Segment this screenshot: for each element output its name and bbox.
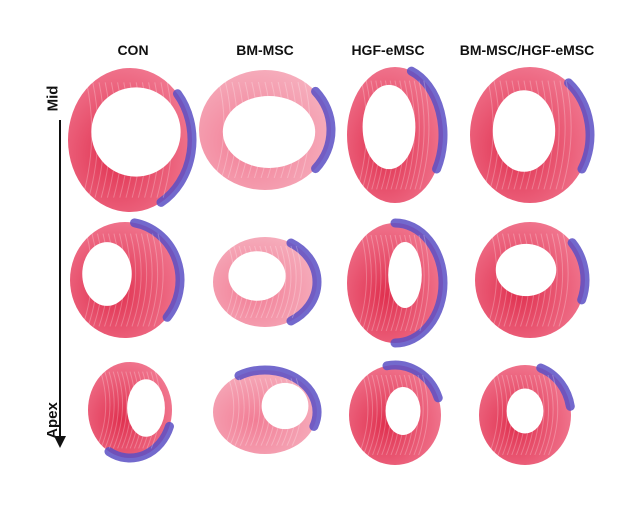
heart-section-image [465,212,595,348]
column-header-bm-msc: BM-MSC [236,42,294,58]
column-header-hgf-emsc: HGF-eMSC [351,42,425,58]
ventricle-cavity [385,387,421,435]
heart-section-image [58,58,202,222]
fibrosis-region [234,365,322,431]
heart-section-image [337,57,453,213]
ventricle-cavity [222,96,316,168]
fibrosis-region [536,363,575,411]
fibrosis-region [564,78,595,174]
column-header-combined: BM-MSC/HGF-eMSC [459,42,595,58]
fibrosis-region [567,238,590,305]
fibrosis-region [286,238,322,326]
heart-section-image [339,355,451,475]
ventricle-cavity [362,84,416,170]
ventricle-cavity [388,242,422,308]
ventricle-cavity [495,243,557,297]
ventricle-cavity [506,388,544,434]
heart-section-image [78,352,182,468]
ventricle-cavity [127,379,165,437]
axis-line [59,120,61,438]
fibrosis-region [406,66,448,174]
ventricle-cavity [261,382,309,430]
axis-label-apex: Apex [43,402,61,439]
fibrosis-region [390,218,448,348]
column-header-con: CON [117,42,149,58]
heart-section-image [469,355,581,475]
ventricle-cavity [228,251,286,301]
ventricle-cavity [492,90,556,172]
fibrosis-region [104,421,174,463]
heart-section-image [203,360,327,464]
heart-section-image [189,60,341,200]
fibrosis-region [156,89,197,207]
fibrosis-region [382,360,443,403]
heart-section-image [203,227,327,337]
fibrosis-region [130,218,185,322]
ventricle-cavity [82,242,132,306]
heart-section-image [460,57,600,213]
ventricle-cavity [91,87,181,177]
fibrosis-region [311,86,336,174]
heart-section-image [337,213,453,353]
axis-arrow-icon [54,436,66,448]
heart-section-image [60,212,190,348]
